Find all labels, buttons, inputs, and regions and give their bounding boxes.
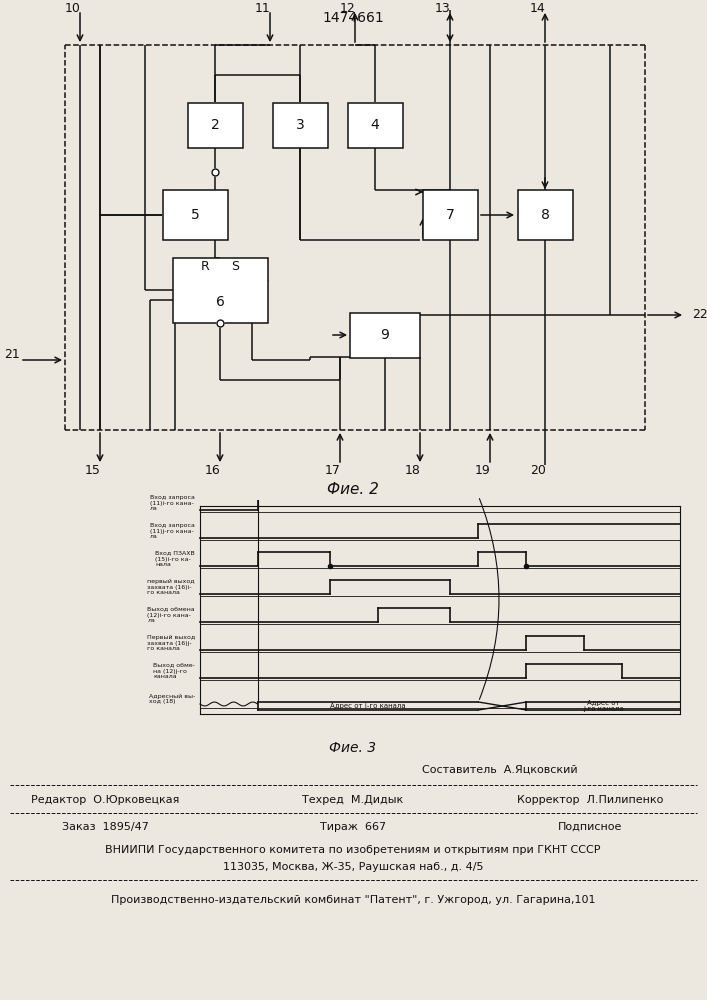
- Text: Первый выход
захвата (16)j-
го канала: Первый выход захвата (16)j- го канала: [147, 635, 195, 651]
- Text: 16: 16: [205, 464, 221, 477]
- Text: Техред  М.Дидык: Техред М.Дидык: [303, 795, 404, 805]
- Text: 17: 17: [325, 464, 341, 477]
- Text: Корректор  Л.Пилипенко: Корректор Л.Пилипенко: [517, 795, 663, 805]
- Text: 5: 5: [191, 208, 199, 222]
- Text: 6: 6: [216, 295, 224, 309]
- Text: 3: 3: [296, 118, 305, 132]
- Text: 7: 7: [445, 208, 455, 222]
- Text: Вход запроса
(11)i-го кана-
ла: Вход запроса (11)i-го кана- ла: [150, 495, 195, 511]
- Text: Вход ПЗАХВ
(15)i-го ка-
нала: Вход ПЗАХВ (15)i-го ка- нала: [156, 551, 195, 567]
- Text: 2: 2: [211, 118, 219, 132]
- FancyBboxPatch shape: [518, 190, 573, 240]
- Text: Редактор  О.Юрковецкая: Редактор О.Юрковецкая: [31, 795, 179, 805]
- FancyBboxPatch shape: [272, 103, 327, 147]
- FancyBboxPatch shape: [350, 312, 420, 358]
- Text: 8: 8: [541, 208, 549, 222]
- Text: 113035, Москва, Ж-35, Раушская наб., д. 4/5: 113035, Москва, Ж-35, Раушская наб., д. …: [223, 862, 484, 872]
- FancyBboxPatch shape: [187, 103, 243, 147]
- Text: Тираж  667: Тираж 667: [320, 822, 386, 832]
- Text: 22: 22: [692, 308, 707, 322]
- Text: Адрес от i-го канала: Адрес от i-го канала: [330, 703, 406, 709]
- Text: 10: 10: [65, 1, 81, 14]
- FancyBboxPatch shape: [163, 190, 228, 240]
- Text: 9: 9: [380, 328, 390, 342]
- Text: 20: 20: [530, 464, 546, 477]
- Text: 18: 18: [405, 464, 421, 477]
- Text: Выход обме-
на (12)j-го
канала: Выход обме- на (12)j-го канала: [153, 663, 195, 679]
- Text: 13: 13: [435, 1, 451, 14]
- Text: Подписное: Подписное: [558, 822, 622, 832]
- Text: 21: 21: [4, 349, 20, 361]
- Text: Фие. 3: Фие. 3: [329, 741, 377, 755]
- Text: 1474661: 1474661: [322, 11, 384, 25]
- Text: Фие. 2: Фие. 2: [327, 483, 379, 497]
- FancyBboxPatch shape: [423, 190, 477, 240]
- Text: R: R: [201, 260, 209, 273]
- Text: 11: 11: [255, 1, 271, 14]
- Text: Адресный вы-
ход (18): Адресный вы- ход (18): [148, 694, 195, 704]
- Text: 12: 12: [340, 1, 356, 14]
- Text: ВНИИПИ Государственного комитета по изобретениям и открытиям при ГКНТ СССР: ВНИИПИ Государственного комитета по изоб…: [105, 845, 601, 855]
- Text: 15: 15: [85, 464, 101, 477]
- Text: первый выход
захвата (16)i-
го канала: первый выход захвата (16)i- го канала: [147, 579, 195, 595]
- Text: Выход обмена
(12)i-го кана-
ла: Выход обмена (12)i-го кана- ла: [147, 607, 195, 623]
- Text: Производственно-издательский комбинат "Патент", г. Ужгород, ул. Гагарина,101: Производственно-издательский комбинат "П…: [111, 895, 595, 905]
- Text: Заказ  1895/47: Заказ 1895/47: [62, 822, 148, 832]
- FancyBboxPatch shape: [173, 257, 267, 322]
- FancyBboxPatch shape: [348, 103, 402, 147]
- Text: Вход запроса
(11)j-го кана-
ла: Вход запроса (11)j-го кана- ла: [150, 523, 195, 539]
- Text: 4: 4: [370, 118, 380, 132]
- Text: Адрес от
j-го канала: Адрес от j-го канала: [583, 700, 624, 712]
- Text: 14: 14: [530, 1, 546, 14]
- Text: S: S: [231, 260, 239, 273]
- Text: 19: 19: [475, 464, 491, 477]
- Text: Составитель  А.Яцковский: Составитель А.Яцковский: [422, 765, 578, 775]
